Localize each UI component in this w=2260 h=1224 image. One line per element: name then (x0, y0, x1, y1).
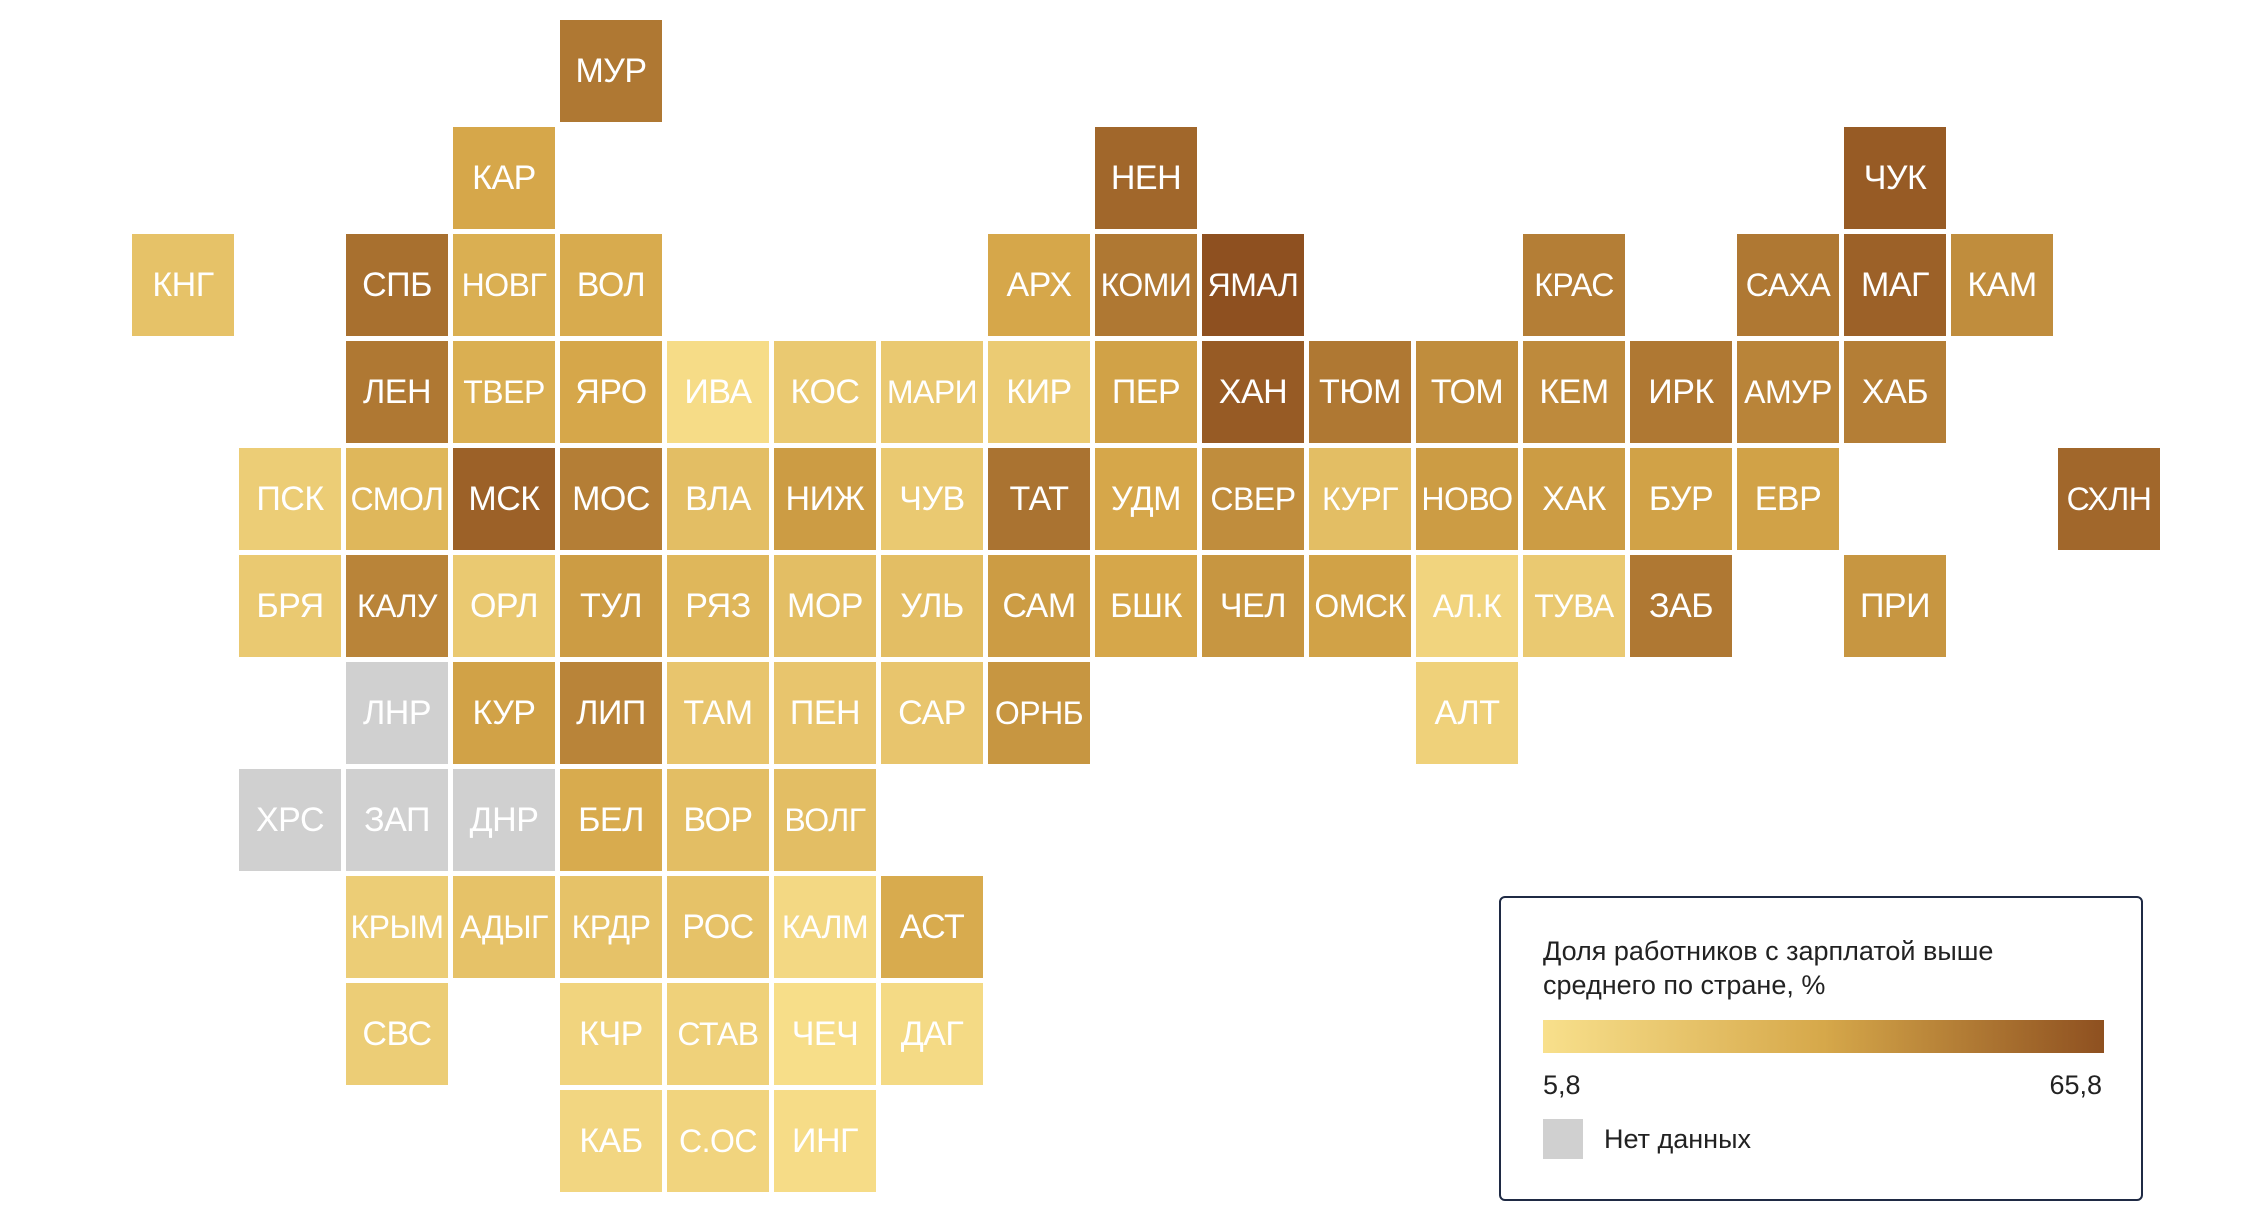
region-tile: ОРНБ (988, 662, 1090, 764)
region-tile: МУР (560, 20, 662, 122)
region-tile: БУР (1630, 448, 1732, 550)
region-tile: ЯМАЛ (1202, 234, 1304, 336)
region-tile: ЕВР (1737, 448, 1839, 550)
region-tile: ЛИП (560, 662, 662, 764)
region-tile: САР (881, 662, 983, 764)
region-tile: НОВО (1416, 448, 1518, 550)
region-tile: ЗАП (346, 769, 448, 871)
region-tile: ЗАБ (1630, 555, 1732, 657)
region-tile: КАЛУ (346, 555, 448, 657)
region-tile: МОР (774, 555, 876, 657)
region-tile: КРЫМ (346, 876, 448, 978)
region-tile: ВОЛ (560, 234, 662, 336)
region-tile: СМОЛ (346, 448, 448, 550)
region-tile: ЯРО (560, 341, 662, 443)
region-tile: ЧУВ (881, 448, 983, 550)
region-tile: ОРЛ (453, 555, 555, 657)
region-tile: ДАГ (881, 983, 983, 1085)
region-tile: САХА (1737, 234, 1839, 336)
region-tile: КРДР (560, 876, 662, 978)
region-tile: ХАК (1523, 448, 1625, 550)
region-tile: НОВГ (453, 234, 555, 336)
region-tile: ТАМ (667, 662, 769, 764)
region-tile: КЧР (560, 983, 662, 1085)
region-tile: РОС (667, 876, 769, 978)
region-tile: ВОЛГ (774, 769, 876, 871)
region-tile: ТАТ (988, 448, 1090, 550)
region-tile: МАГ (1844, 234, 1946, 336)
region-tile: ТОМ (1416, 341, 1518, 443)
region-tile: КЕМ (1523, 341, 1625, 443)
region-tile: НЕН (1095, 127, 1197, 229)
region-tile: ПРИ (1844, 555, 1946, 657)
region-tile: ХРС (239, 769, 341, 871)
region-tile: НИЖ (774, 448, 876, 550)
region-tile: ТУЛ (560, 555, 662, 657)
region-tile: ПСК (239, 448, 341, 550)
region-tile: ЛНР (346, 662, 448, 764)
region-tile: АЛ.К (1416, 555, 1518, 657)
region-tile: ХАН (1202, 341, 1304, 443)
region-tile: РЯЗ (667, 555, 769, 657)
region-tile: КАР (453, 127, 555, 229)
region-tile: СПБ (346, 234, 448, 336)
region-tile: ВЛА (667, 448, 769, 550)
region-tile: СВС (346, 983, 448, 1085)
region-tile: КУР (453, 662, 555, 764)
region-tile: УДМ (1095, 448, 1197, 550)
region-tile: ПЕН (774, 662, 876, 764)
region-tile: АЛТ (1416, 662, 1518, 764)
region-tile: АМУР (1737, 341, 1839, 443)
region-tile: МАРИ (881, 341, 983, 443)
region-tile: ЧУК (1844, 127, 1946, 229)
region-tile: КИР (988, 341, 1090, 443)
region-tile: МСК (453, 448, 555, 550)
region-tile: МОС (560, 448, 662, 550)
region-tile: ИРК (1630, 341, 1732, 443)
region-tile: КАЛМ (774, 876, 876, 978)
region-tile: ПЕР (1095, 341, 1197, 443)
legend-color-scale (1543, 1020, 2104, 1053)
region-tile: КРАС (1523, 234, 1625, 336)
region-tile: ОМСК (1309, 555, 1411, 657)
region-tile: БРЯ (239, 555, 341, 657)
region-tile: КОМИ (1095, 234, 1197, 336)
region-tile: БЕЛ (560, 769, 662, 871)
region-tile: ДНР (453, 769, 555, 871)
region-tile: ХАБ (1844, 341, 1946, 443)
region-tile: ИВА (667, 341, 769, 443)
region-tile: КАБ (560, 1090, 662, 1192)
region-tile: ЧЕЛ (1202, 555, 1304, 657)
legend-nodata-label: Нет данных (1604, 1124, 1751, 1154)
region-tile: КАМ (1951, 234, 2053, 336)
legend-box: Доля работников с зарплатой выше среднег… (1499, 896, 2143, 1201)
region-tile: С.ОС (667, 1090, 769, 1192)
legend-title: Доля работников с зарплатой выше среднег… (1543, 936, 1994, 1000)
region-tile: АРХ (988, 234, 1090, 336)
region-tile: КОС (774, 341, 876, 443)
region-tile: КУРГ (1309, 448, 1411, 550)
region-tile: КНГ (132, 234, 234, 336)
region-tile: БШК (1095, 555, 1197, 657)
region-tile: ЧЕЧ (774, 983, 876, 1085)
region-tile: СВЕР (1202, 448, 1304, 550)
region-tile: АСТ (881, 876, 983, 978)
region-tile: ТЮМ (1309, 341, 1411, 443)
region-tile: ВОР (667, 769, 769, 871)
region-tile: САМ (988, 555, 1090, 657)
region-tile: ТВЕР (453, 341, 555, 443)
legend-nodata-swatch (1543, 1119, 1583, 1159)
region-tile: УЛЬ (881, 555, 983, 657)
region-tile: ТУВА (1523, 555, 1625, 657)
legend-min-value: 5,8 (1543, 1070, 1581, 1100)
region-tile: СХЛН (2058, 448, 2160, 550)
region-tile: СТАВ (667, 983, 769, 1085)
region-tile: ИНГ (774, 1090, 876, 1192)
region-tile: ЛЕН (346, 341, 448, 443)
legend-max-value: 65,8 (2049, 1070, 2102, 1100)
region-tile: АДЫГ (453, 876, 555, 978)
